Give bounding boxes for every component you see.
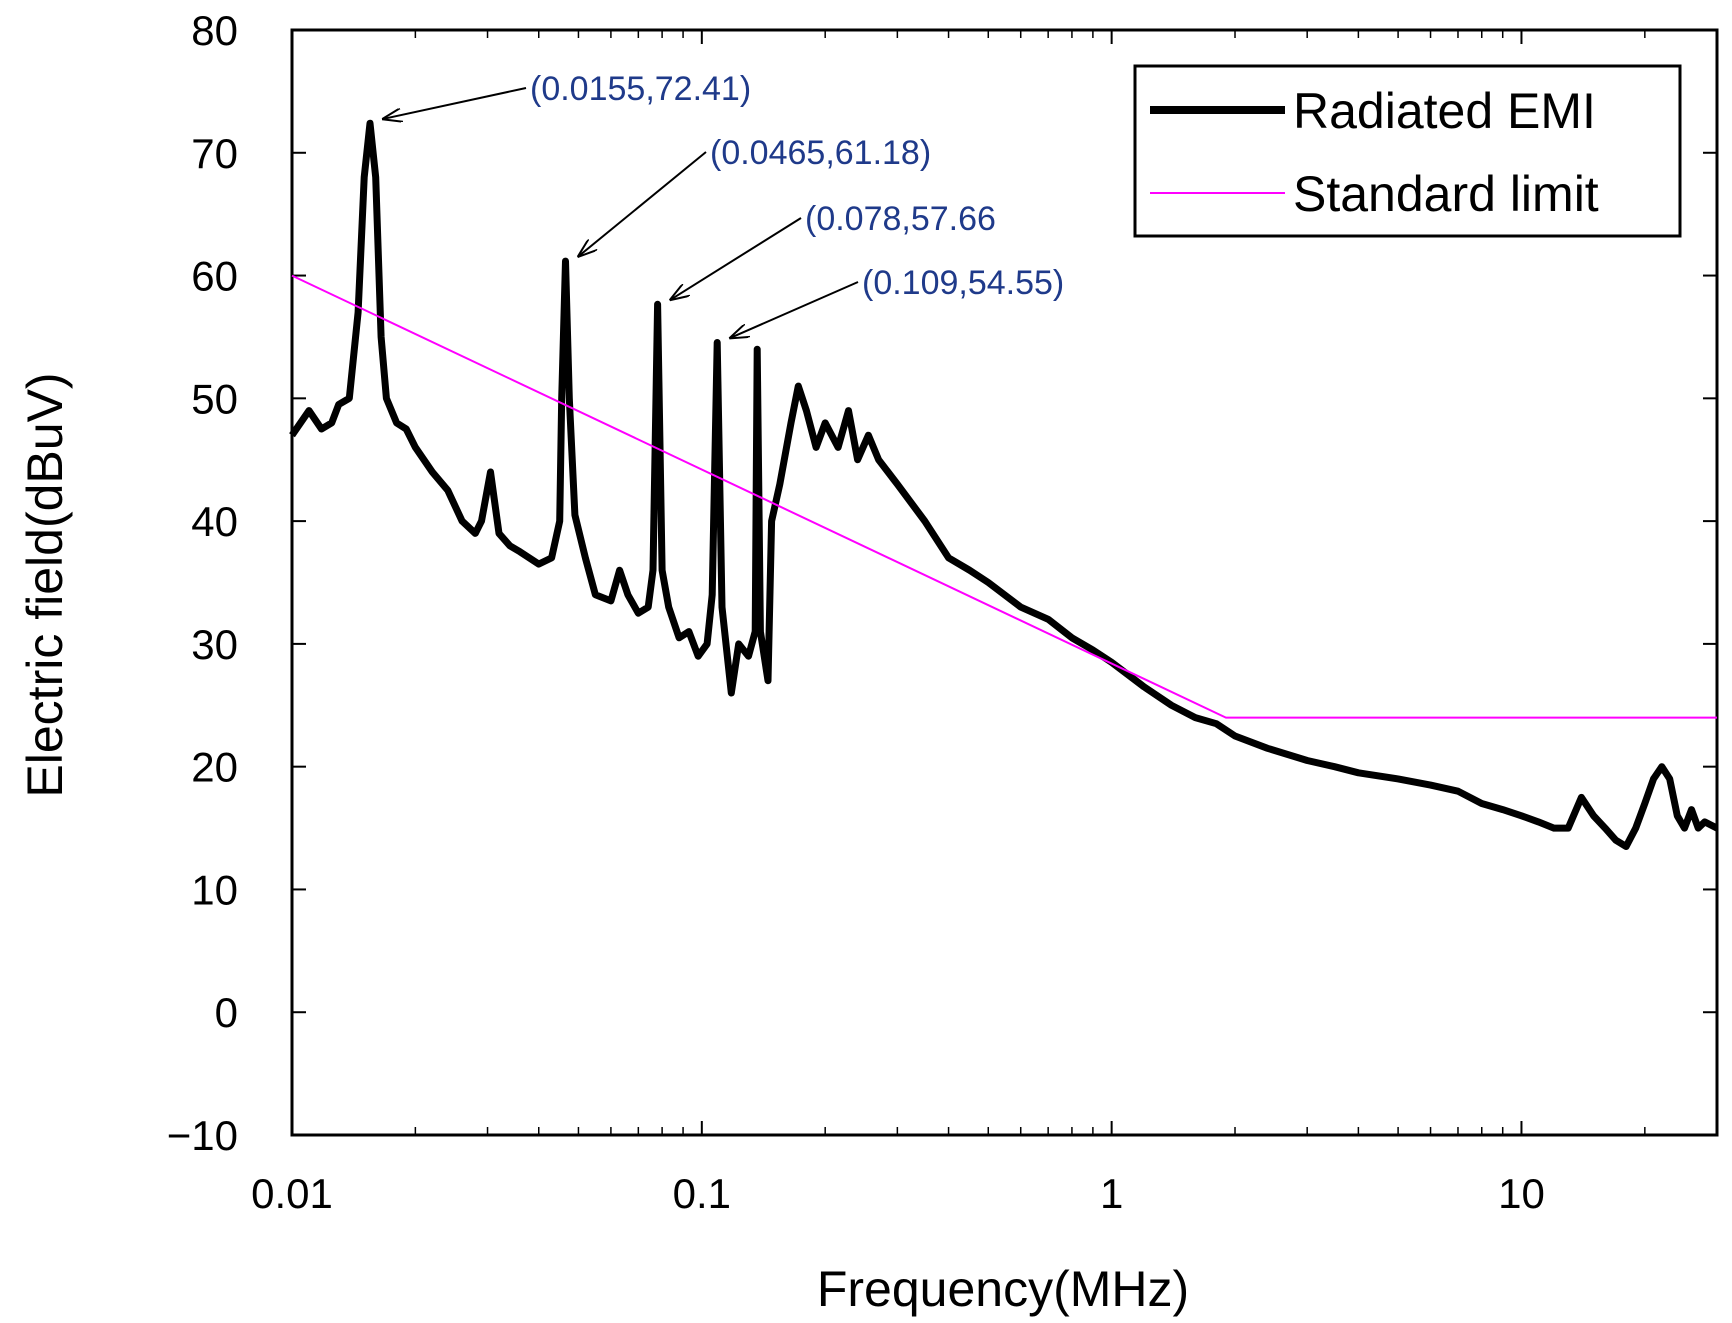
legend-label-radiated-emi: Radiated EMI: [1293, 83, 1596, 139]
x-tick-label: 0.1: [673, 1170, 731, 1217]
x-axis-title: Frequency(MHz): [817, 1261, 1189, 1317]
y-tick-label: 20: [191, 744, 238, 791]
annotation-label-3: (0.109,54.55): [862, 264, 1064, 302]
x-tick-label: 1: [1100, 1170, 1123, 1217]
x-tick-label: 0.01: [251, 1170, 333, 1217]
y-tick-label: 60: [191, 253, 238, 300]
plot-frame: [290, 28, 1719, 1137]
series-standard-limit: [291, 274, 1717, 719]
annotation-arrow-3: [729, 281, 859, 338]
annotation-arrow-0: [382, 87, 527, 119]
annotation-label-2: (0.078,57.66: [805, 200, 996, 238]
y-tick-label: 70: [191, 130, 238, 177]
y-tick-label: 40: [191, 498, 238, 545]
y-tick-label: 30: [191, 621, 238, 668]
y-tick-label: −10: [167, 1112, 238, 1159]
legend-label-standard-limit: Standard limit: [1293, 166, 1599, 222]
legend-box: [1133, 64, 1682, 238]
annotation-arrow-1: [578, 151, 707, 257]
y-tick-label: 80: [191, 7, 238, 54]
y-tick-label: 10: [191, 866, 238, 913]
annotation-label-0: (0.0155,72.41): [530, 70, 751, 108]
series-radiated-emi: [289, 119, 1719, 850]
y-tick-label: 50: [191, 375, 238, 422]
annotation-label-1: (0.0465,61.18): [710, 134, 931, 172]
y-tick-label: 0: [215, 989, 238, 1036]
annotation-arrow-2: [670, 217, 802, 300]
x-tick-label: 10: [1498, 1170, 1545, 1217]
y-axis-title: Electric field(dBuV): [17, 372, 73, 797]
